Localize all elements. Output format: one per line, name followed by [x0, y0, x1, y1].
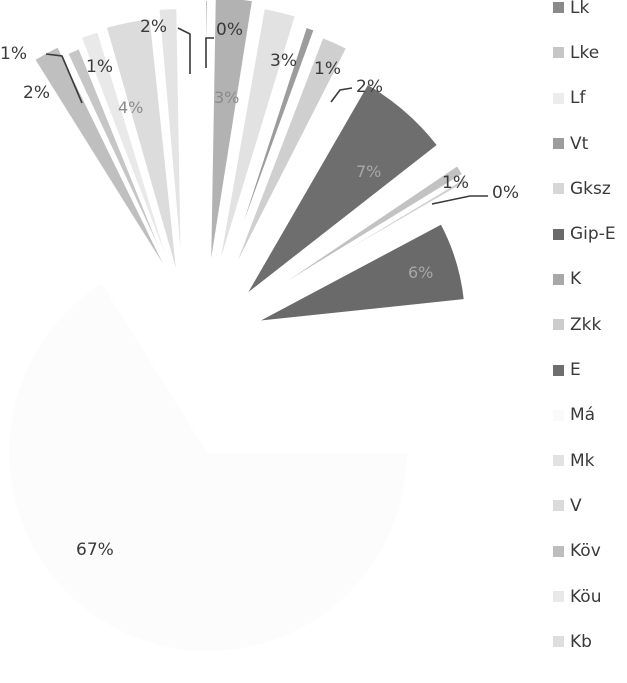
- legend-label: Gksz: [570, 178, 611, 199]
- legend-swatch: [553, 591, 564, 602]
- legend-item-v: V: [553, 483, 616, 528]
- data-label-vt: 4%: [118, 98, 143, 117]
- legend-label: V: [570, 495, 582, 516]
- legend-swatch: [553, 409, 564, 421]
- data-label-lf: 1%: [0, 44, 27, 64]
- leader-line-gip-e: [205, 37, 214, 68]
- data-label-v: 1%: [442, 173, 469, 193]
- legend-swatch: [553, 636, 564, 648]
- leader-line-má: [330, 87, 353, 103]
- data-label-lk: 2%: [23, 83, 50, 103]
- legend-label: Vt: [570, 133, 589, 154]
- legend-item-mk: Mk: [553, 438, 616, 483]
- data-label-lke: 1%: [86, 57, 113, 77]
- legend-item-lf: Lf: [553, 76, 616, 121]
- data-label-e: 1%: [314, 59, 341, 79]
- legend-item-lke: Lke: [553, 30, 616, 75]
- legend-item-gip-e: Gip-E: [553, 211, 616, 256]
- data-label-gip-e: 0%: [216, 20, 243, 40]
- legend-swatch: [553, 364, 564, 376]
- pie-slice-e: [224, 25, 316, 277]
- pie-slice-vt: [104, 17, 179, 280]
- legend-item-vt: Vt: [553, 121, 616, 166]
- pie-slice-gksz: [157, 6, 183, 279]
- data-label-k: 3%: [214, 88, 239, 107]
- legend-item-köv: Köv: [553, 529, 616, 574]
- pie-slice-zkk: [216, 6, 298, 275]
- pie-slice-köv: [249, 176, 468, 308]
- leader-line-gksz: [177, 27, 191, 74]
- leader-line-lf: [45, 53, 83, 104]
- pie-slice-v: [249, 163, 465, 306]
- legend-swatch: [553, 2, 564, 14]
- legend-label: Köu: [570, 586, 602, 607]
- pie-slice-lk: [32, 44, 173, 281]
- pie-slice-mk: [244, 82, 440, 297]
- data-label-mk: 7%: [356, 162, 381, 181]
- data-label-zkk: 3%: [270, 51, 297, 71]
- legend-swatch: [553, 545, 564, 557]
- legend-label: Köv: [570, 541, 601, 562]
- legend-item-köu: Köu: [553, 574, 616, 619]
- legend-label: Kb: [570, 631, 592, 652]
- legend-item-lk: Lk: [553, 0, 616, 30]
- pie-slice-lke: [65, 46, 174, 281]
- legend-swatch: [553, 273, 564, 285]
- legend-label: Má: [570, 405, 596, 426]
- pie-slice-má: [229, 35, 349, 279]
- legend-item-zkk: Zkk: [553, 302, 616, 347]
- legend-label: Zkk: [570, 314, 602, 335]
- legend-item-k: K: [553, 257, 616, 302]
- legend-swatch: [553, 319, 564, 331]
- legend-swatch: [553, 92, 564, 104]
- legend-item-e: E: [553, 347, 616, 392]
- legend-item-kb: Kb: [553, 619, 616, 664]
- legend-label: Lke: [570, 42, 600, 63]
- data-label-má: 2%: [356, 77, 383, 97]
- pie-slice-köu: [255, 222, 466, 323]
- pie-slice-lf: [79, 30, 175, 281]
- legend-label: E: [570, 360, 581, 381]
- pie-slice-k: [209, 0, 255, 273]
- legend-swatch: [553, 47, 564, 59]
- legend-swatch: [553, 138, 564, 150]
- legend-label: Gip-E: [570, 224, 616, 245]
- data-label-kb: 67%: [76, 540, 114, 560]
- legend-label: Mk: [570, 450, 595, 471]
- legend-label: Lk: [570, 0, 590, 18]
- data-label-gksz: 2%: [140, 17, 167, 37]
- legend-item-gksz: Gksz: [553, 166, 616, 211]
- legend-item-má: Má: [553, 393, 616, 438]
- legend-swatch: [553, 500, 564, 512]
- legend-swatch: [553, 183, 564, 195]
- legend-swatch: [553, 228, 564, 240]
- leader-line-köv: [431, 195, 488, 205]
- chart-legend: Lk Lke Lf Vt Gksz Gip-E K Zkk E Má Mk V Köv Köu Kb: [553, 0, 616, 664]
- legend-label: Lf: [570, 88, 586, 109]
- data-label-köv: 0%: [492, 183, 519, 203]
- legend-swatch: [553, 455, 564, 467]
- legend-label: K: [570, 269, 582, 290]
- data-label-köu: 6%: [408, 263, 433, 282]
- pie-slice-kb: [7, 281, 410, 653]
